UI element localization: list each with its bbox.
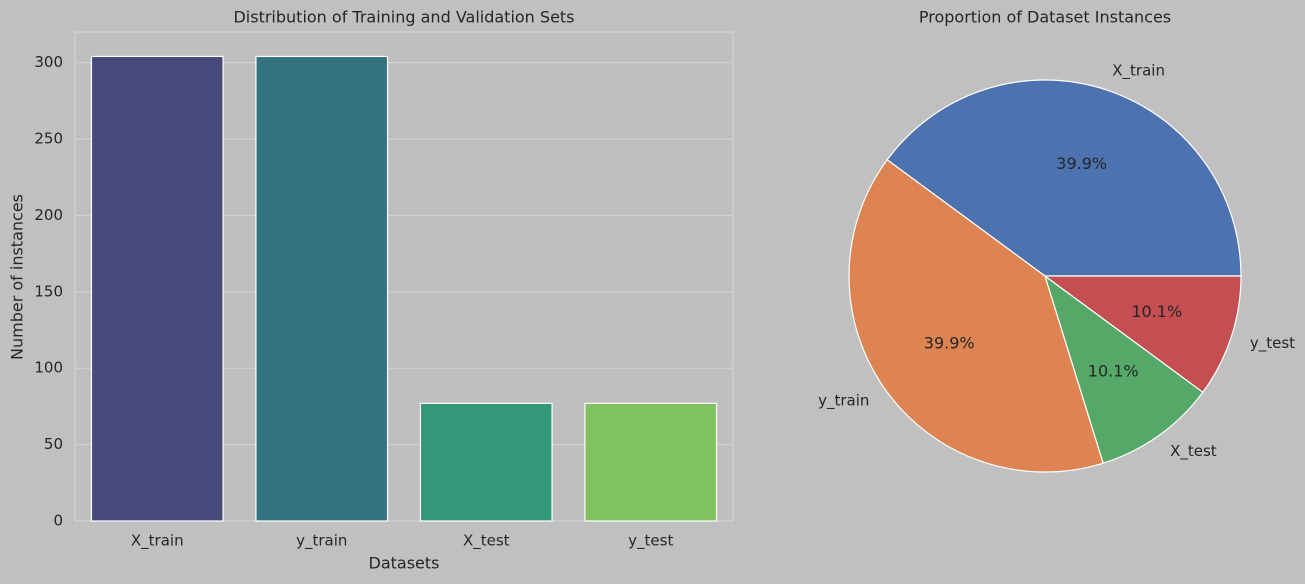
y-tick-label: 0: [53, 512, 63, 530]
y-tick-label: 50: [44, 435, 63, 453]
x-tick-label: y_test: [628, 532, 673, 551]
bar: [584, 402, 718, 522]
pie-slice: [886, 79, 1242, 277]
slice-label: X_train: [1112, 62, 1165, 81]
bar: [90, 55, 224, 522]
slice-label: y_test: [1250, 334, 1295, 353]
y-tick-label: 200: [34, 206, 63, 224]
y-tick-label: 250: [34, 129, 63, 147]
bar: [255, 55, 389, 522]
x-axis-label: Datasets: [369, 554, 440, 573]
percent-label: 10.1%: [1131, 302, 1182, 321]
y-axis-label: Number of instances: [8, 194, 27, 360]
pie-slice: [1043, 274, 1204, 464]
x-tick-label: X_train: [131, 532, 184, 551]
percent-label: 39.9%: [1056, 154, 1107, 173]
y-tick-label: 100: [34, 359, 63, 377]
y-tick-label: 300: [34, 53, 63, 71]
pie-slice: [848, 158, 1104, 473]
chart-title: Proportion of Dataset Instances: [919, 8, 1171, 27]
percent-label: 10.1%: [1088, 361, 1139, 380]
x-tick-label: y_train: [296, 532, 347, 551]
bar: [419, 402, 553, 522]
slice-label: X_test: [1170, 442, 1217, 461]
percent-label: 39.9%: [924, 334, 975, 353]
pie-slice: [1043, 275, 1242, 394]
x-tick-label: X_test: [463, 532, 510, 551]
slice-label: y_train: [818, 392, 869, 411]
y-tick-label: 150: [34, 282, 63, 300]
chart-title: Distribution of Training and Validation …: [233, 8, 574, 27]
